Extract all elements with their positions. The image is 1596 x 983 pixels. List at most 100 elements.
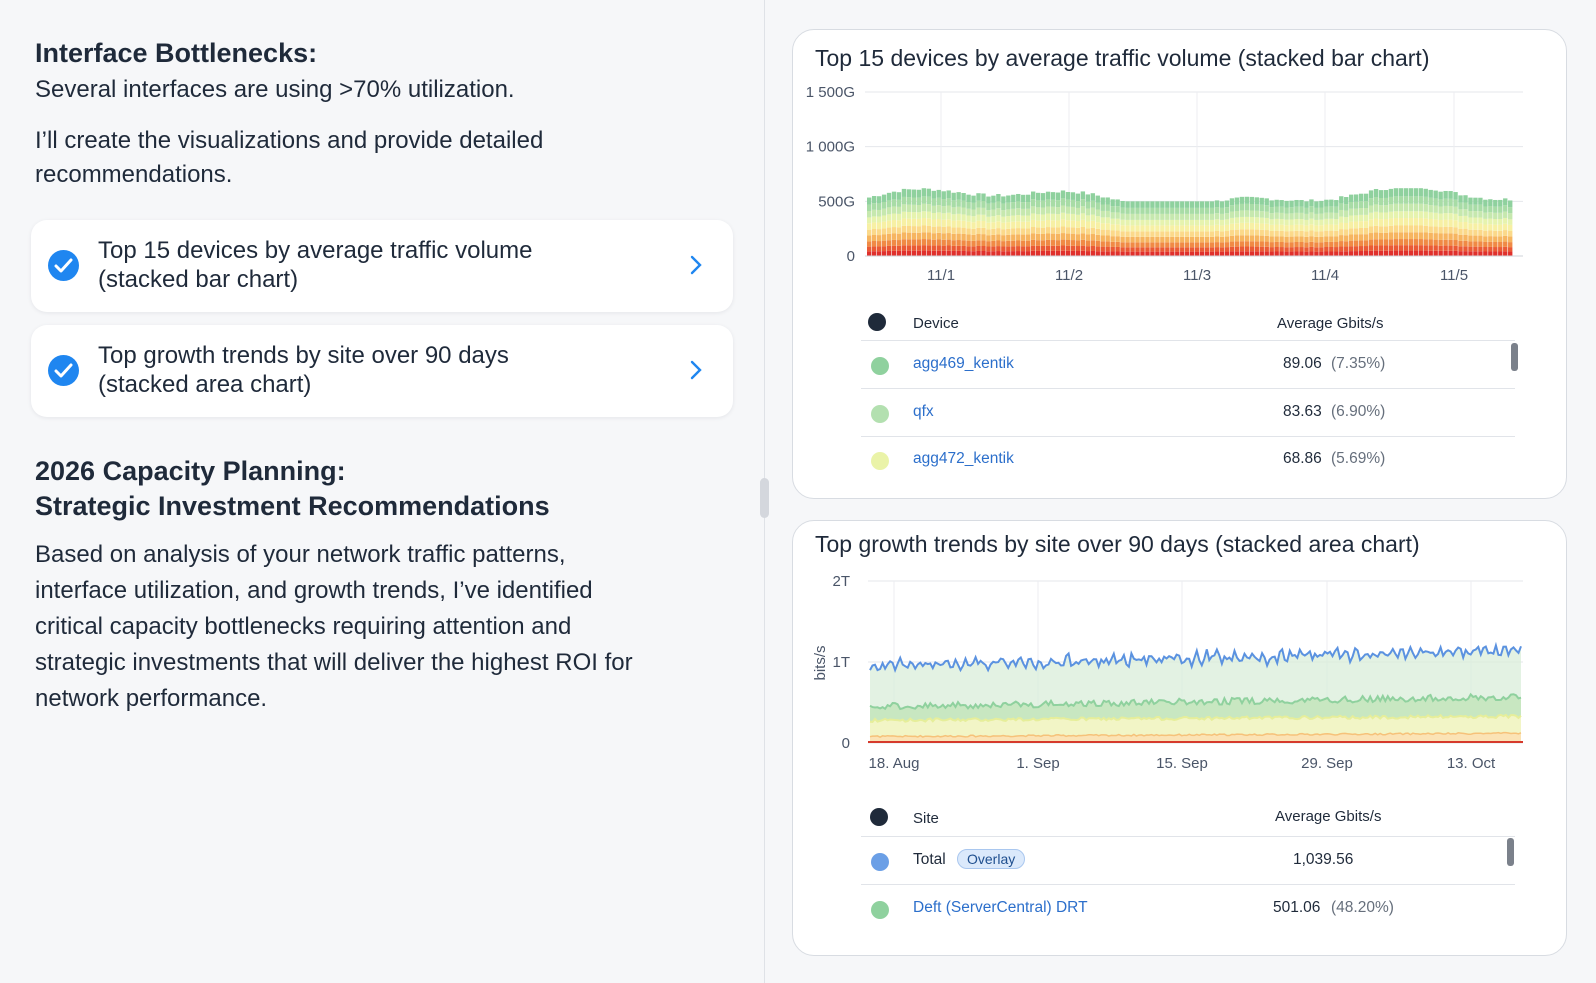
bar-segment xyxy=(1468,246,1473,252)
x-tick-label: 18. Aug xyxy=(869,755,920,772)
visualization-card-area-chart[interactable]: Top growth trends by site over 90 days (… xyxy=(31,325,733,417)
bar-segment xyxy=(1021,202,1026,209)
bar-segment xyxy=(1408,188,1414,197)
column-header-average[interactable]: Average Gbits/s xyxy=(1275,808,1382,825)
bar-segment xyxy=(1274,236,1279,242)
bar-segment xyxy=(1244,203,1250,211)
bar-segment xyxy=(1329,218,1334,225)
bar-segment xyxy=(1239,246,1245,252)
table-scrollbar[interactable] xyxy=(1507,838,1514,866)
bar-segment xyxy=(1294,206,1299,213)
series-dot[interactable] xyxy=(871,405,889,423)
bar-segment xyxy=(1438,199,1443,207)
bar-segment xyxy=(1135,231,1140,237)
bar-segment xyxy=(1001,216,1006,223)
bar-segment xyxy=(1274,206,1279,213)
bar-segment xyxy=(901,196,907,205)
bar-segment xyxy=(1339,235,1344,242)
bar-segment xyxy=(1050,206,1056,214)
bar-segment xyxy=(1264,241,1269,247)
bar-segment xyxy=(1378,250,1384,256)
bar-segment xyxy=(1279,219,1284,225)
bar-segment xyxy=(966,251,971,256)
bar-segment xyxy=(1358,234,1364,241)
bar-segment xyxy=(1274,218,1279,225)
bar-segment xyxy=(1080,219,1086,227)
bar-segment xyxy=(956,213,961,221)
bar-segment xyxy=(1463,209,1468,216)
column-header-device[interactable]: Device xyxy=(913,315,959,332)
bar-segment xyxy=(936,226,941,233)
bar-segment xyxy=(1388,196,1394,205)
bar-segment xyxy=(1488,206,1493,213)
bar-segment xyxy=(1458,215,1463,223)
bar-segment xyxy=(1175,251,1180,256)
bar-segment xyxy=(1035,214,1041,221)
bar-segment xyxy=(1085,240,1091,247)
bar-segment xyxy=(1150,231,1155,237)
bar-segment xyxy=(1408,203,1414,212)
bar-segment xyxy=(1304,247,1309,252)
bar-segment xyxy=(1368,250,1374,256)
bar-segment xyxy=(946,245,951,251)
device-link[interactable]: qfx xyxy=(913,403,934,420)
column-header-site[interactable]: Site xyxy=(913,810,939,827)
bar-segment xyxy=(1279,251,1284,256)
legend-all-dot[interactable] xyxy=(870,808,888,826)
bar-segment xyxy=(1170,225,1175,232)
bar-segment xyxy=(1289,219,1294,226)
resize-handle[interactable] xyxy=(760,478,769,518)
series-dot[interactable] xyxy=(871,452,889,470)
series-dot[interactable] xyxy=(871,853,889,871)
bar-segment xyxy=(1229,223,1235,231)
bar-segment xyxy=(1304,201,1309,208)
site-link[interactable]: Deft (ServerCentral) DRT xyxy=(913,899,1088,916)
series-dot[interactable] xyxy=(871,357,889,375)
bar-segment xyxy=(1329,241,1334,247)
bar-segment xyxy=(1433,245,1438,251)
bar-segment xyxy=(991,251,996,256)
bar-segment xyxy=(1413,232,1418,240)
bar-segment xyxy=(1001,210,1006,217)
bar-segment xyxy=(1115,246,1120,252)
bar-segment xyxy=(966,202,971,209)
bar-segment xyxy=(1135,213,1140,220)
device-link[interactable]: agg472_kentik xyxy=(913,450,1014,467)
table-scrollbar[interactable] xyxy=(1511,343,1518,371)
bar-segment xyxy=(1398,239,1404,246)
bar-segment xyxy=(1309,241,1314,247)
bar-segment xyxy=(1065,239,1071,246)
bar-segment xyxy=(1125,207,1130,214)
bar-segment xyxy=(1145,242,1150,248)
bar-segment xyxy=(1065,206,1071,214)
bar-segment xyxy=(1165,225,1170,232)
bar-segment xyxy=(1155,247,1160,252)
bar-segment xyxy=(1120,219,1125,226)
bar-segment xyxy=(1125,242,1130,248)
bar-segment xyxy=(1214,236,1220,243)
bar-segment xyxy=(1254,210,1259,218)
bar-segment xyxy=(1135,247,1140,252)
bar-segment xyxy=(896,245,902,251)
bar-segment xyxy=(1234,210,1240,218)
bar-segment xyxy=(1473,211,1478,218)
bar-segment xyxy=(876,229,882,236)
bar-segment xyxy=(1055,192,1061,201)
visualization-card-bar-chart[interactable]: Top 15 devices by average traffic volume… xyxy=(31,220,733,312)
bar-segment xyxy=(1393,245,1399,251)
bar-segment xyxy=(976,207,981,215)
bar-segment xyxy=(1204,247,1210,252)
bar-segment xyxy=(1458,209,1463,216)
series-dot[interactable] xyxy=(871,901,889,919)
column-header-average[interactable]: Average Gbits/s xyxy=(1277,315,1384,332)
bar-segment xyxy=(1284,242,1289,248)
bar-segment xyxy=(901,232,907,240)
device-link[interactable]: agg469_kentik xyxy=(913,355,1014,372)
bar-segment xyxy=(1135,236,1140,243)
legend-all-dot[interactable] xyxy=(868,313,886,331)
bar-segment xyxy=(1214,200,1220,208)
bar-segment xyxy=(1458,240,1463,247)
bar-segment xyxy=(911,226,917,233)
bar-segment xyxy=(1279,242,1284,248)
bar-segment xyxy=(1498,230,1503,237)
